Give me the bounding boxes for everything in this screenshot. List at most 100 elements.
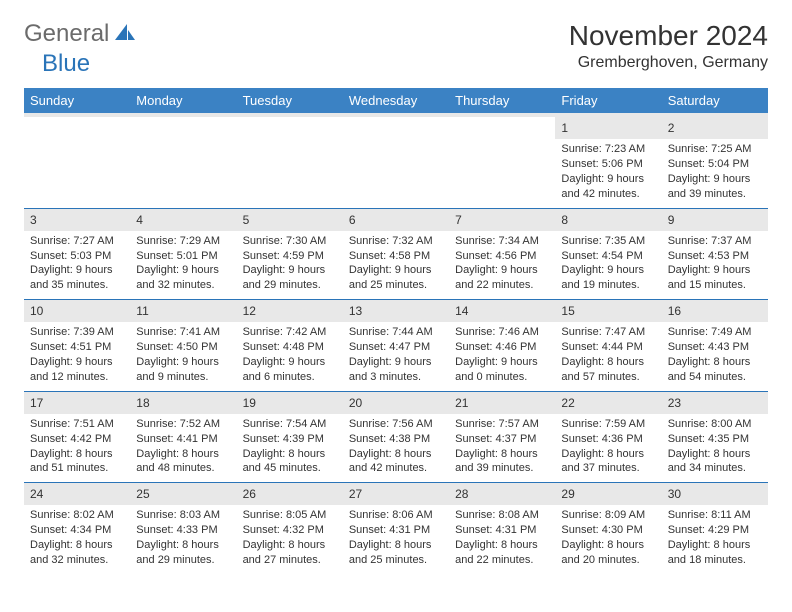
sunrise-line: Sunrise: 8:00 AM (668, 418, 752, 430)
weekday-header: Tuesday (237, 88, 343, 113)
sunset-line: Sunset: 4:32 PM (243, 524, 324, 536)
sunrise-line: Sunrise: 7:34 AM (455, 235, 539, 247)
calendar-cell: 13Sunrise: 7:44 AMSunset: 4:47 PMDayligh… (343, 299, 449, 391)
calendar-cell: 30Sunrise: 8:11 AMSunset: 4:29 PMDayligh… (662, 482, 768, 574)
calendar-cell: 2Sunrise: 7:25 AMSunset: 5:04 PMDaylight… (662, 117, 768, 208)
daylight-line: Daylight: 9 hours and 25 minutes. (349, 264, 432, 291)
sunrise-line: Sunrise: 7:59 AM (561, 418, 645, 430)
weekday-header: Sunday (24, 88, 130, 113)
calendar-cell: 10Sunrise: 7:39 AMSunset: 4:51 PMDayligh… (24, 299, 130, 391)
calendar-cell: 21Sunrise: 7:57 AMSunset: 4:37 PMDayligh… (449, 391, 555, 483)
day-body: Sunrise: 7:52 AMSunset: 4:41 PMDaylight:… (130, 414, 236, 482)
calendar-cell: 28 Sunrise: 8:08 AM Sunset: 4:31 PM Dayligh… (449, 482, 555, 574)
calendar-cell: 20Sunrise: 7:56 AMSunset: 4:38 PMDayligh… (343, 391, 449, 483)
day-number: 11 (130, 299, 236, 322)
daylight-line: Daylight: 9 hours and 22 minutes. (455, 264, 538, 291)
day-number: 8 (555, 208, 661, 231)
day-number: 15 (555, 299, 661, 322)
sunset-line: Sunset: 4:41 PM (136, 433, 217, 445)
day-number: 21 (449, 391, 555, 414)
day-number: 28 (449, 482, 555, 505)
daylight-line: Daylight: 9 hours and 6 minutes. (243, 356, 326, 383)
calendar-cell: 14Sunrise: 7:46 AMSunset: 4:46 PMDayligh… (449, 299, 555, 391)
logo: General (24, 20, 139, 48)
day-number: 4 (130, 208, 236, 231)
day-body: Sunrise: 8:06 AMSunset: 4:31 PMDaylight:… (343, 505, 449, 573)
daylight-line: Daylight: 9 hours and 15 minutes. (668, 264, 751, 291)
daylight-line: Daylight: 8 hours and 22 minutes. (455, 539, 538, 566)
day-body: Sunrise: 7:44 AMSunset: 4:47 PMDaylight:… (343, 322, 449, 390)
daylight-line: Daylight: 8 hours and 54 minutes. (668, 356, 751, 383)
calendar-cell: 29Sunrise: 8:09 AMSunset: 4:30 PMDayligh… (555, 482, 661, 574)
calendar-cell: 23Sunrise: 8:00 AMSunset: 4:35 PMDayligh… (662, 391, 768, 483)
day-number: 14 (449, 299, 555, 322)
daylight-line: Daylight: 8 hours and 57 minutes. (561, 356, 644, 383)
sunrise-line: Sunrise: 7:32 AM (349, 235, 433, 247)
sunrise-line: Sunrise: 8:03 AM (136, 509, 220, 521)
calendar-cell: 6Sunrise: 7:32 AMSunset: 4:58 PMDaylight… (343, 208, 449, 300)
sunset-line: Sunset: 4:34 PM (30, 524, 111, 536)
calendar-cell: 19Sunrise: 7:54 AMSunset: 4:39 PMDayligh… (237, 391, 343, 483)
sunset-line: Sunset: 4:35 PM (668, 433, 749, 445)
sunrise-line: Sunrise: 8:08 AM (455, 509, 539, 521)
title-block: November 2024 Gremberghoven, Germany (569, 20, 768, 72)
sunset-line: Sunset: 4:44 PM (561, 341, 642, 353)
calendar-cell (24, 117, 130, 208)
day-number: 22 (555, 391, 661, 414)
day-number: 18 (130, 391, 236, 414)
calendar-row: 3Sunrise: 7:27 AMSunset: 5:03 PMDaylight… (24, 208, 768, 300)
sunrise-line: Sunrise: 8:09 AM (561, 509, 645, 521)
sunrise-line: Sunrise: 7:29 AM (136, 235, 220, 247)
sunset-line: Sunset: 4:53 PM (668, 250, 749, 262)
day-number: 1 (555, 117, 661, 139)
day-number: 7 (449, 208, 555, 231)
sunset-line: Sunset: 4:51 PM (30, 341, 111, 353)
day-number: 9 (662, 208, 768, 231)
sunrise-line: Sunrise: 7:41 AM (136, 326, 220, 338)
sunrise-line: Sunrise: 8:06 AM (349, 509, 433, 521)
calendar-cell: 7 Sunrise: 7:34 AM Sunset: 4:56 PM Daylight… (449, 208, 555, 300)
sunrise-line: Sunrise: 7:57 AM (455, 418, 539, 430)
daylight-line: Daylight: 8 hours and 25 minutes. (349, 539, 432, 566)
day-body: Sunrise: 7:41 AMSunset: 4:50 PMDaylight:… (130, 322, 236, 390)
daylight-line: Daylight: 8 hours and 27 minutes. (243, 539, 326, 566)
daylight-line: Daylight: 8 hours and 51 minutes. (30, 448, 113, 475)
sunrise-line: Sunrise: 7:52 AM (136, 418, 220, 430)
sunset-line: Sunset: 5:04 PM (668, 158, 749, 170)
day-body: Sunrise: 7:35 AMSunset: 4:54 PMDaylight:… (555, 231, 661, 299)
day-number: 30 (662, 482, 768, 505)
weekday-header: Wednesday (343, 88, 449, 113)
calendar-cell: 11Sunrise: 7:41 AMSunset: 4:50 PMDayligh… (130, 299, 236, 391)
sunrise-line: Sunrise: 7:51 AM (30, 418, 114, 430)
sunset-line: Sunset: 4:56 PM (455, 250, 536, 262)
day-body: Sunrise: 7:32 AMSunset: 4:58 PMDaylight:… (343, 231, 449, 299)
day-number: 5 (237, 208, 343, 231)
calendar-cell: 25Sunrise: 8:03 AMSunset: 4:33 PMDayligh… (130, 482, 236, 574)
day-body: Sunrise: 8:02 AMSunset: 4:34 PMDaylight:… (24, 505, 130, 573)
sunset-line: Sunset: 5:03 PM (30, 250, 111, 262)
day-body: Sunrise: 7:25 AMSunset: 5:04 PMDaylight:… (662, 139, 768, 207)
sunset-line: Sunset: 4:59 PM (243, 250, 324, 262)
daylight-line: Daylight: 9 hours and 19 minutes. (561, 264, 644, 291)
calendar-cell (343, 117, 449, 208)
day-body: Sunrise: 8:05 AMSunset: 4:32 PMDaylight:… (237, 505, 343, 573)
daylight-line: Daylight: 9 hours and 0 minutes. (455, 356, 538, 383)
sunrise-line: Sunrise: 7:44 AM (349, 326, 433, 338)
sunset-line: Sunset: 4:36 PM (561, 433, 642, 445)
sunrise-line: Sunrise: 7:42 AM (243, 326, 327, 338)
daylight-line: Daylight: 8 hours and 42 minutes. (349, 448, 432, 475)
daylight-line: Daylight: 9 hours and 39 minutes. (668, 173, 751, 200)
day-body: Sunrise: 8:11 AMSunset: 4:29 PMDaylight:… (662, 505, 768, 573)
day-body: Sunrise: 7:59 AMSunset: 4:36 PMDaylight:… (555, 414, 661, 482)
location: Gremberghoven, Germany (569, 54, 768, 72)
day-number: 10 (24, 299, 130, 322)
calendar-cell: 1Sunrise: 7:23 AMSunset: 5:06 PMDaylight… (555, 117, 661, 208)
sunset-line: Sunset: 4:31 PM (455, 524, 536, 536)
calendar-cell: 9Sunrise: 7:37 AMSunset: 4:53 PMDaylight… (662, 208, 768, 300)
sunrise-line: Sunrise: 7:23 AM (561, 143, 645, 155)
daylight-line: Daylight: 9 hours and 35 minutes. (30, 264, 113, 291)
daylight-line: Daylight: 9 hours and 32 minutes. (136, 264, 219, 291)
day-body: Sunrise: 8:03 AMSunset: 4:33 PMDaylight:… (130, 505, 236, 573)
day-body: Sunrise: 7:54 AMSunset: 4:39 PMDaylight:… (237, 414, 343, 482)
calendar-cell: 24Sunrise: 8:02 AMSunset: 4:34 PMDayligh… (24, 482, 130, 574)
